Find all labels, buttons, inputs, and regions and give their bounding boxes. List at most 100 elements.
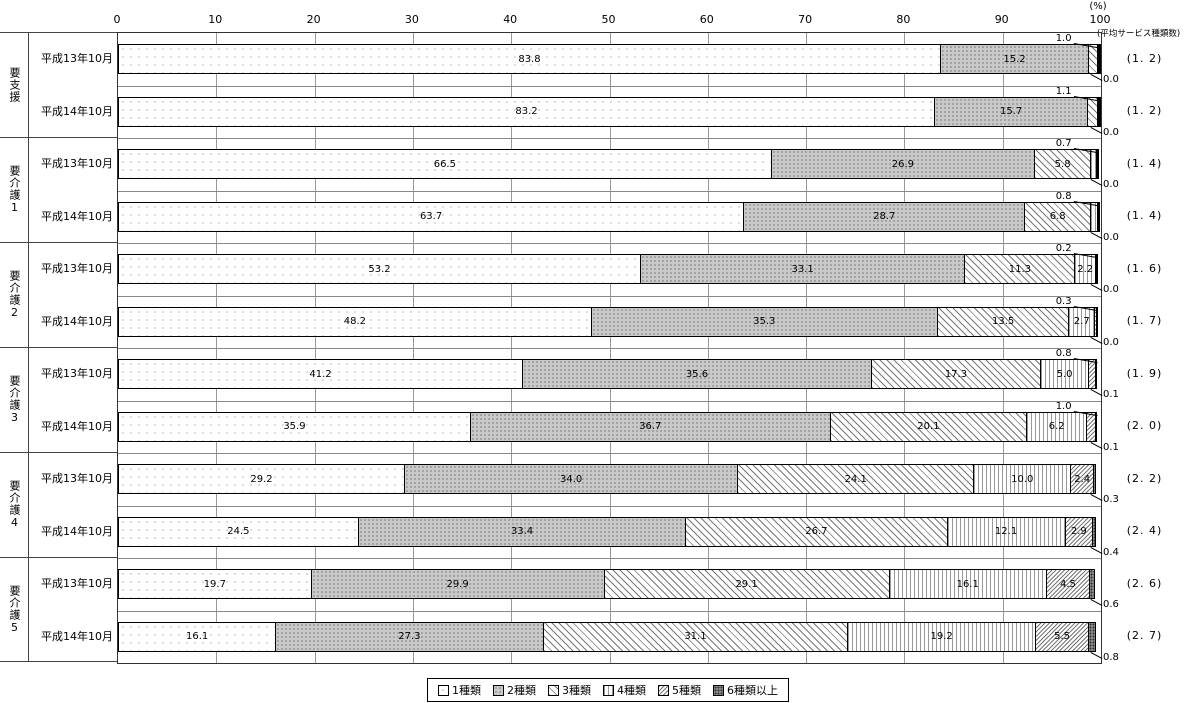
legend-label: 6種類以上 xyxy=(727,684,778,697)
segment-value-label: 2.9 xyxy=(1070,526,1087,537)
callout-label-above: 1.1 xyxy=(1055,85,1072,97)
bar-segment: 20.1 xyxy=(829,411,1028,442)
segment-value-label: 27.3 xyxy=(398,631,421,642)
segment-value-label: 28.7 xyxy=(873,211,896,222)
bar-segment xyxy=(1093,464,1096,494)
avg-service-count: (1. 4) xyxy=(1126,156,1163,170)
bar-segment xyxy=(1092,516,1096,547)
segment-value-label: 6.8 xyxy=(1049,211,1066,222)
row-divider xyxy=(118,505,1101,507)
bar-segment: 63.7 xyxy=(118,201,745,232)
avg-service-count: (2. 6) xyxy=(1126,576,1163,590)
segment-value-label: 5.0 xyxy=(1056,368,1073,380)
bar-segment: 24.1 xyxy=(737,464,975,494)
segment-value-label: 83.2 xyxy=(515,106,538,117)
segment-value-label: 33.4 xyxy=(510,526,534,537)
legend-label: 3種類 xyxy=(562,684,591,697)
group-divider xyxy=(0,32,117,33)
callout-label-below: 0.0 xyxy=(1103,179,1119,190)
bar-segment: 83.2 xyxy=(118,96,936,127)
avg-service-count: (2. 4) xyxy=(1126,524,1163,538)
segment-value-label: 24.5 xyxy=(227,526,250,537)
segment-value-label: 63.7 xyxy=(419,211,443,222)
segment-value-label: 35.3 xyxy=(753,316,776,327)
row-divider xyxy=(118,610,1101,612)
callout-label-below: 0.4 xyxy=(1103,546,1119,558)
legend-item: 5種類 xyxy=(658,682,701,698)
bar-segment: 26.7 xyxy=(685,516,948,547)
bar-segment: 19.2 xyxy=(847,621,1037,652)
group-label: 要支援 xyxy=(8,66,21,103)
segment-value-label: 15.7 xyxy=(999,106,1023,117)
bar-segment: 83.8 xyxy=(118,44,941,74)
row-label: 平成14年10月 xyxy=(41,104,113,118)
segment-value-label: 4.5 xyxy=(1060,578,1076,590)
callout-label-above: 0.2 xyxy=(1055,243,1072,254)
bar-segment: 6.2 xyxy=(1026,411,1088,442)
legend-item: 2種類 xyxy=(493,682,536,698)
legend-swatch-icon xyxy=(713,684,724,696)
segment-value-label: 66.5 xyxy=(433,158,456,170)
bar-segment xyxy=(1096,149,1099,179)
bar-segment: 15.7 xyxy=(934,96,1089,127)
group-divider xyxy=(0,661,117,662)
bar-segment: 53.2 xyxy=(118,254,641,284)
group-divider xyxy=(0,137,117,138)
row-divider xyxy=(118,348,1101,349)
callout-label-below: 0.0 xyxy=(1103,74,1119,85)
group-divider xyxy=(0,347,117,348)
stacked-bar: 35.9 36.7 20.1 6.2 xyxy=(118,411,1101,442)
row-label: 平成13年10月 xyxy=(41,577,113,591)
avg-service-count: (1. 7) xyxy=(1126,314,1163,328)
segment-value-label: 36.7 xyxy=(639,421,662,432)
segment-value-label: 29.1 xyxy=(735,578,758,590)
row-divider xyxy=(118,400,1101,402)
segment-value-label: 2.2 xyxy=(1077,263,1094,275)
stacked-bar: 16.1 27.3 31.1 19.2 5.5 xyxy=(118,621,1101,652)
group-divider xyxy=(0,557,117,558)
avg-service-count: (1. 2) xyxy=(1126,104,1163,118)
bar-segment: 34.0 xyxy=(404,464,739,494)
segment-value-label: 26.9 xyxy=(891,158,915,170)
bar-segment: 35.6 xyxy=(521,359,872,389)
stacked-bar: 83.2 15.7 xyxy=(118,96,1101,127)
bar-segment: 2.4 xyxy=(1070,464,1095,494)
bar-segment xyxy=(1096,254,1099,284)
row-label: 平成13年10月 xyxy=(41,157,113,171)
legend-swatch-icon xyxy=(548,684,559,696)
row-label: 平成13年10月 xyxy=(41,367,113,381)
callout-label-below: 0.0 xyxy=(1103,126,1119,138)
group-label: 要介護1 xyxy=(8,164,21,215)
stacked-bar: 19.7 29.9 29.1 16.1 4.5 xyxy=(118,569,1101,599)
bar-segment: 10.0 xyxy=(973,464,1072,494)
segment-value-label: 48.2 xyxy=(343,316,367,327)
x-axis-tick-label: 30 xyxy=(404,13,419,26)
legend-item: 1種類 xyxy=(438,682,481,698)
bar-segment: 13.5 xyxy=(936,306,1070,337)
x-axis-tick-label: 80 xyxy=(896,13,911,26)
axis-unit-label: (%) xyxy=(1089,1,1107,12)
avg-service-count: (1. 2) xyxy=(1126,51,1163,65)
legend-item: 6種類以上 xyxy=(713,682,778,698)
stacked-bar: 29.2 34.0 24.1 10.0 2.4 xyxy=(118,464,1101,494)
segment-value-label: 15.2 xyxy=(1003,53,1026,65)
bar-segment xyxy=(1089,569,1095,599)
bar-segment xyxy=(1095,306,1098,337)
avg-service-count: (1. 6) xyxy=(1126,261,1163,275)
callout-label-above: 0.8 xyxy=(1055,190,1072,202)
bar-segment: 16.1 xyxy=(888,569,1047,599)
segment-value-label: 5.5 xyxy=(1054,631,1071,642)
avg-service-count: (1. 9) xyxy=(1126,366,1163,380)
stacked-bar: 48.2 35.3 13.5 2.7 xyxy=(118,306,1101,337)
avg-column-header: (平均サービス種類数) xyxy=(1097,29,1181,39)
bar-segment: 33.4 xyxy=(357,516,687,547)
x-axis-tick-label: 10 xyxy=(208,13,223,26)
stacked-bar: 63.7 28.7 6.8 xyxy=(118,201,1101,232)
segment-value-label: 34.0 xyxy=(560,473,583,485)
bar-segment: 19.7 xyxy=(118,569,312,599)
segment-value-label: 5.8 xyxy=(1054,158,1071,170)
row-label: 平成14年10月 xyxy=(41,419,113,433)
bar-segment: 4.5 xyxy=(1045,569,1091,599)
segment-value-label: 31.1 xyxy=(684,631,707,642)
